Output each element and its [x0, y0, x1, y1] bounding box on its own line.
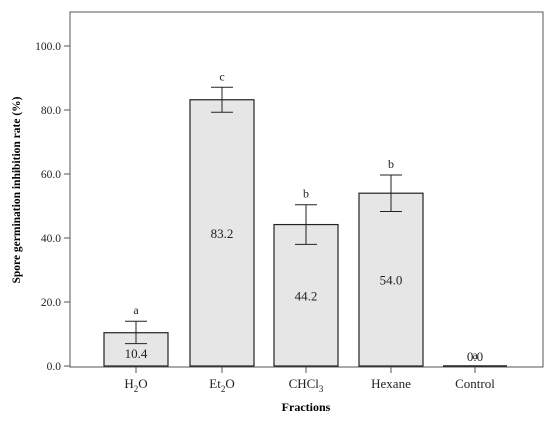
significance-letter: b	[388, 157, 394, 171]
bar-value-label: 83.2	[211, 226, 234, 241]
bar	[273, 223, 339, 367]
y-tick-label: 100.0	[35, 41, 61, 53]
y-tick-label: 0.0	[47, 361, 62, 373]
bar	[358, 192, 424, 367]
x-tick-label: Control	[455, 376, 495, 391]
bar-value-label: 44.2	[295, 288, 318, 303]
bar-value-label: 0.0	[467, 349, 483, 364]
significance-letter: a	[472, 348, 478, 362]
y-tick-label: 60.0	[41, 169, 61, 181]
significance-letter: c	[219, 69, 224, 83]
significance-letter: b	[303, 187, 309, 201]
y-tick-label: 80.0	[41, 105, 61, 117]
bar-value-label: 54.0	[380, 273, 403, 288]
y-tick-label: 20.0	[41, 297, 61, 309]
y-axis: 0.0 20.0 40.0 60.0 80.0 100.0	[35, 41, 70, 373]
x-axis-title: Fractions	[282, 400, 331, 414]
x-tick-label: Et2O	[209, 376, 234, 394]
x-tick-label: CHCl3	[289, 376, 324, 394]
significance-letter: a	[133, 303, 139, 317]
x-tick-label: H2O	[124, 376, 147, 394]
bar-value-label: 10.4	[125, 346, 148, 361]
y-tick-label: 40.0	[41, 233, 61, 245]
x-tick-label: Hexane	[371, 376, 411, 391]
x-axis: H2O Et2O CHCl3 Hexane Control	[124, 367, 495, 394]
y-axis-title: Spore germination inhibition rate (%)	[11, 96, 23, 283]
